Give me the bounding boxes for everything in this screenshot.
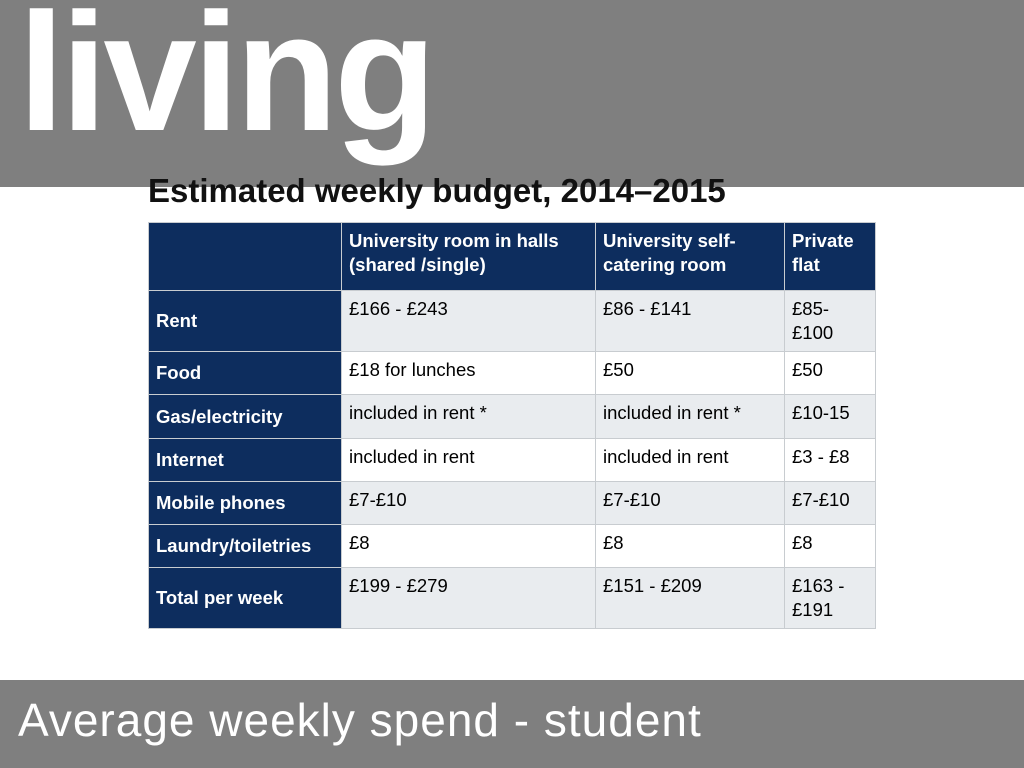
row-header: Laundry/toiletries bbox=[148, 524, 342, 569]
table-cell: £3 - £8 bbox=[784, 438, 876, 483]
row-header: Food bbox=[148, 351, 342, 396]
header-band bbox=[0, 0, 1024, 187]
table-cell: £8 bbox=[784, 524, 876, 569]
column-header: University self-catering room bbox=[595, 222, 785, 291]
table-cell: included in rent * bbox=[341, 394, 596, 440]
table-cell: £163 - £191 bbox=[784, 567, 876, 630]
table-row: Gas/electricity included in rent * include… bbox=[148, 394, 876, 440]
row-header: Total per week bbox=[148, 567, 342, 630]
table-cell: £7-£10 bbox=[341, 481, 596, 526]
table-cell: £8 bbox=[341, 524, 596, 569]
table-row: Laundry/toiletries £8 £8 £8 bbox=[148, 524, 876, 569]
table-row: Total per week £199 - £279 £151 - £209 £163… bbox=[148, 567, 876, 630]
row-header: Rent bbox=[148, 289, 342, 353]
table-row: Rent £166 - £243 £86 - £141 £85-£100 bbox=[148, 289, 876, 353]
table-cell: £50 bbox=[595, 351, 785, 396]
table-cell: £50 bbox=[784, 351, 876, 396]
table-cell: £7-£10 bbox=[595, 481, 785, 526]
column-header: Private flat bbox=[784, 222, 876, 291]
table-cell: included in rent * bbox=[595, 394, 785, 440]
footer-band bbox=[0, 680, 1024, 768]
column-header: University room in halls (shared /single… bbox=[341, 222, 596, 291]
table-cell: included in rent bbox=[341, 438, 596, 483]
table-cell: £8 bbox=[595, 524, 785, 569]
table-title: Estimated weekly budget, 2014–2015 bbox=[148, 172, 726, 209]
table-row: Mobile phones £7-£10 £7-£10 £7-£10 bbox=[148, 481, 876, 526]
row-header: Internet bbox=[148, 438, 342, 483]
table-cell: £10-15 bbox=[784, 394, 876, 440]
table-cell: included in rent bbox=[595, 438, 785, 483]
table-cell: £7-£10 bbox=[784, 481, 876, 526]
header-row: University room in halls (shared /single… bbox=[148, 222, 876, 291]
row-header: Gas/electricity bbox=[148, 394, 342, 440]
table-row: Food £18 for lunches £50 £50 bbox=[148, 351, 876, 396]
table-cell: £166 - £243 bbox=[341, 289, 596, 353]
table-cell: £199 - £279 bbox=[341, 567, 596, 630]
slide-title: living bbox=[18, 0, 437, 166]
row-header: Mobile phones bbox=[148, 481, 342, 526]
table-cell: £85-£100 bbox=[784, 289, 876, 353]
table-cell: £18 for lunches bbox=[341, 351, 596, 396]
budget-table: University room in halls (shared /single… bbox=[148, 222, 876, 630]
table-cell: £86 - £141 bbox=[595, 289, 785, 353]
slide-subtitle: Average weekly spend - student bbox=[18, 694, 702, 746]
table-row: Internet included in rent included in rent… bbox=[148, 438, 876, 483]
corner-cell bbox=[148, 222, 342, 291]
table-cell: £151 - £209 bbox=[595, 567, 785, 630]
table-body: Rent £166 - £243 £86 - £141 £85-£100 Food £18… bbox=[148, 289, 876, 630]
